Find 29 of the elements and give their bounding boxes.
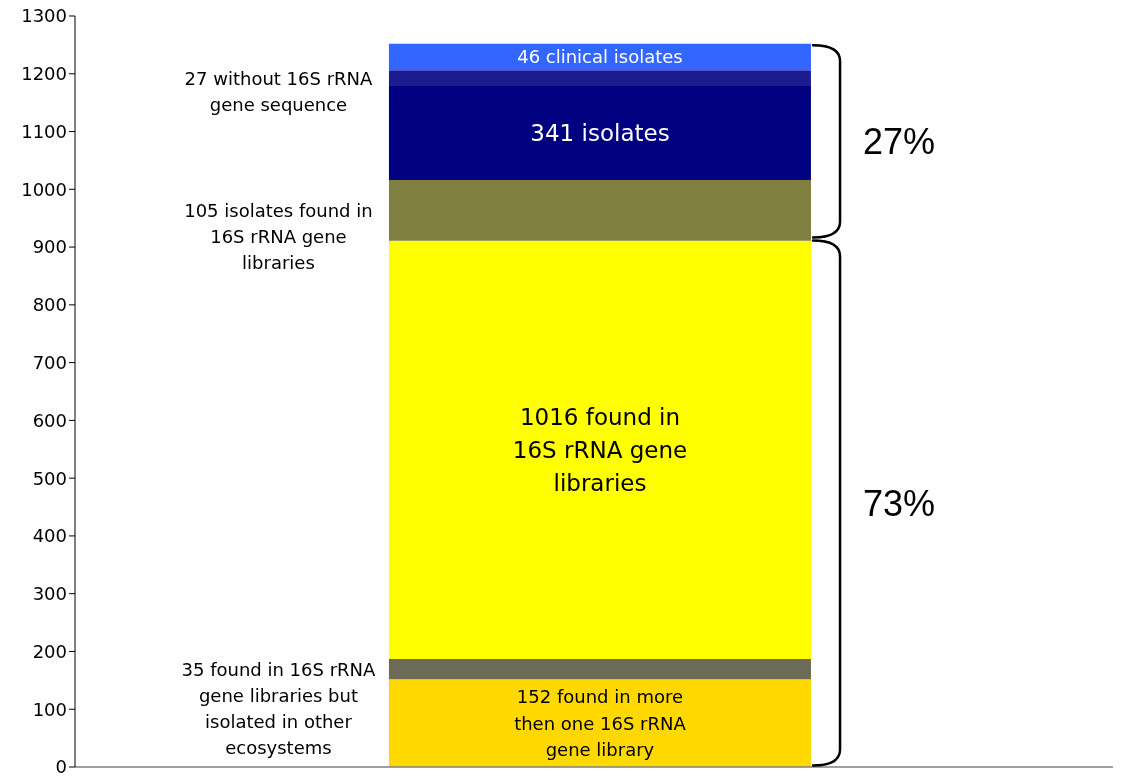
data-label: 46 clinical isolates [517, 46, 683, 68]
y-tick-label: 1300 [21, 5, 67, 27]
y-tick-label: 500 [32, 467, 67, 489]
y-tick-label: 800 [32, 294, 67, 316]
y-tick-label: 300 [32, 583, 67, 605]
text: 73% [863, 482, 936, 524]
y-tick-label: 100 [32, 698, 67, 720]
series-label: 105 isolates found in 16S rRNA gene libraries [184, 199, 373, 274]
annotation: 1016 found in 16S rRNA gene libraries [512, 403, 688, 497]
bar [388, 70, 811, 86]
text: 27% [863, 120, 936, 162]
y-tick-label: 600 [32, 409, 67, 431]
y-tick-label: 900 [32, 236, 67, 258]
y-tick-label: 700 [32, 352, 67, 374]
bar [388, 240, 811, 659]
annotation: 341 isolates [530, 120, 670, 147]
bar [388, 658, 811, 680]
series-label: 27 without 16S rRNA gene sequence [184, 67, 374, 115]
y-tick-label: 400 [32, 525, 67, 547]
data-label: 152 found in more then one 16S rRNA gene library [514, 686, 687, 760]
bar [388, 679, 811, 767]
series-label: 35 found in 16S rRNA gene libraries but isolated in other ecosystems [181, 658, 377, 758]
bar [388, 180, 811, 241]
y-tick-label: 200 [32, 640, 67, 662]
bar [388, 85, 811, 181]
y-tick-label: 0 [55, 756, 67, 776]
y-tick-label: 1000 [21, 178, 67, 200]
y-tick-label: 1200 [21, 63, 67, 85]
y-tick-label: 1100 [21, 120, 67, 142]
